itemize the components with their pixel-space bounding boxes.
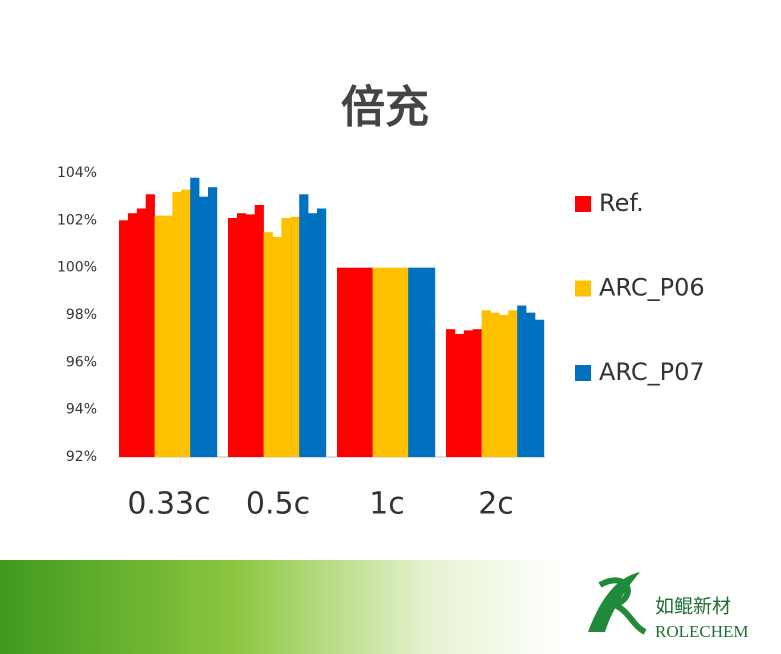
y-tick-label: 100% (57, 260, 97, 276)
bar (481, 310, 491, 457)
bar (299, 194, 309, 458)
bar (454, 333, 465, 457)
bar (154, 215, 164, 457)
bar (381, 267, 391, 457)
y-tick-label: 98% (66, 307, 97, 323)
bar (136, 208, 146, 457)
bar (199, 196, 209, 457)
bar (390, 267, 400, 457)
legend-label: ARC_P06 (599, 274, 705, 302)
brand-cn: 如鲲新材 (655, 596, 731, 618)
bar (508, 310, 518, 457)
bar (354, 267, 364, 457)
bar (408, 267, 418, 457)
chart-title: 倍充 (341, 82, 429, 133)
x-tick-label: 0.5c (246, 487, 310, 522)
bar (281, 217, 291, 457)
bar (145, 194, 155, 458)
y-tick-label: 102% (57, 212, 97, 228)
bar (446, 329, 456, 457)
bar (426, 267, 436, 457)
legend-label: ARC_P07 (599, 358, 705, 386)
y-tick-label: 96% (66, 354, 97, 370)
bar (535, 319, 545, 457)
bar (228, 217, 238, 457)
bar (163, 215, 173, 457)
bar (308, 213, 318, 457)
bar (337, 267, 347, 457)
bar (463, 330, 473, 457)
bar (399, 267, 409, 457)
bar (208, 187, 218, 457)
legend-swatch (575, 280, 591, 297)
bar (119, 220, 129, 457)
x-tick-label: 0.33c (127, 487, 210, 522)
y-tick-label: 94% (66, 402, 97, 418)
bar (172, 191, 182, 457)
legend-swatch (575, 196, 591, 212)
legend-swatch (575, 365, 591, 381)
bar (236, 213, 247, 457)
bar (263, 232, 273, 457)
bar (372, 267, 382, 457)
bar (526, 312, 536, 457)
bar (472, 329, 482, 457)
bar (254, 204, 264, 457)
bar (490, 312, 500, 457)
bar (317, 208, 327, 457)
x-tick-label: 2c (478, 487, 514, 522)
bar (517, 305, 527, 457)
legend-label: Ref. (599, 189, 644, 217)
bar (245, 214, 255, 457)
bar (181, 189, 191, 458)
bar (363, 267, 373, 457)
bar (190, 177, 200, 457)
bar (417, 267, 427, 457)
y-tick-label: 92% (66, 449, 97, 465)
bar (272, 236, 282, 457)
bar (290, 216, 300, 457)
x-tick-label: 1c (369, 487, 405, 522)
bar (127, 213, 138, 457)
y-tick-label: 104% (57, 165, 97, 181)
bar (345, 267, 356, 457)
bar (499, 315, 509, 457)
brand-en: ROLECHEM (655, 622, 749, 641)
footer-band (0, 560, 781, 654)
logo-mark (598, 577, 647, 635)
